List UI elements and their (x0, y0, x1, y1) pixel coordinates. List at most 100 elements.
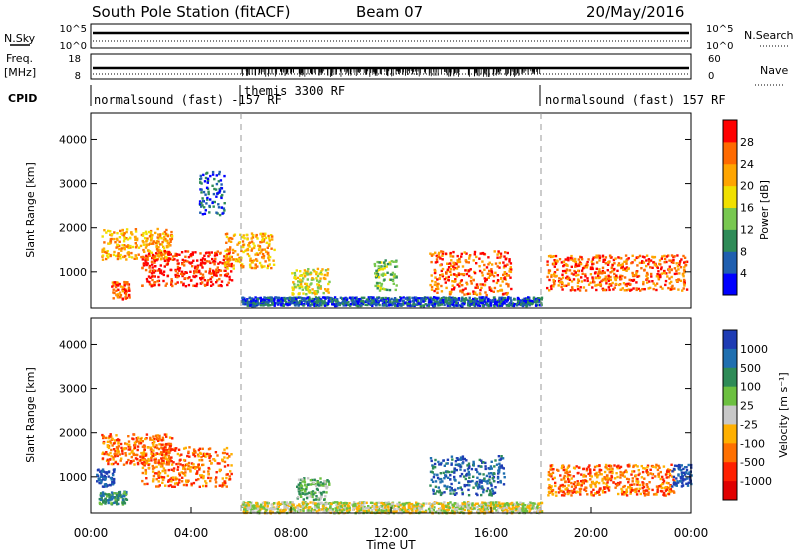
echo-cell (125, 442, 129, 446)
echo-cell (108, 435, 111, 438)
echo-cell (321, 296, 325, 299)
echo-cell (642, 280, 645, 284)
echo-cell (551, 255, 554, 258)
echo-cell (677, 268, 680, 271)
echo-cell (393, 510, 397, 513)
echo-cell (204, 453, 207, 456)
echo-cell (485, 278, 488, 281)
echo-cell (259, 232, 263, 236)
echo-cell (103, 452, 106, 456)
echo-cell (146, 280, 149, 283)
echo-cell (109, 483, 112, 487)
echo-cell (341, 300, 345, 303)
echo-cell (113, 282, 116, 285)
echo-cell (162, 448, 165, 451)
echo-cell (192, 284, 195, 287)
echo-cell (540, 298, 543, 301)
beam-label: Beam 07 (356, 3, 423, 21)
echo-cell (464, 504, 467, 508)
echo-cell (183, 264, 186, 267)
echo-cell (101, 452, 104, 455)
echo-cell (338, 303, 342, 307)
echo-cell (498, 261, 501, 265)
echo-cell (646, 281, 649, 284)
echo-cell (124, 454, 128, 457)
echo-cell (122, 240, 126, 243)
echo-cell (263, 234, 266, 237)
echo-cell (287, 301, 291, 305)
echo-cell (305, 503, 309, 506)
echo-cell (620, 277, 623, 281)
echo-cell (178, 478, 181, 481)
echo-cell (155, 259, 158, 262)
echo-cell (104, 500, 108, 503)
echo-cell (386, 271, 389, 274)
echo-cell (251, 236, 255, 239)
echo-cell (468, 269, 471, 272)
echo-cell (101, 235, 104, 238)
echo-cell (439, 264, 442, 267)
echo-cell (653, 255, 657, 259)
echo-cell (214, 481, 218, 484)
echo-cell (171, 258, 174, 261)
echo-cell (432, 253, 435, 256)
echo-cell (150, 260, 154, 263)
echo-cell (447, 502, 450, 506)
echo-cell (480, 301, 483, 305)
echo-cell (177, 462, 181, 465)
echo-cell (259, 304, 263, 307)
echo-cell (448, 506, 451, 509)
echo-cell (331, 509, 334, 513)
echo-cell (307, 268, 310, 271)
echo-cell (100, 503, 103, 506)
echo-cell (174, 275, 178, 278)
echo-cell (195, 472, 199, 475)
echo-cell (316, 289, 319, 293)
echo-cell (150, 285, 153, 288)
echo-cell (465, 272, 469, 276)
echo-cell (218, 170, 221, 174)
echo-cell (678, 261, 681, 265)
echo-cell (104, 477, 107, 480)
echo-cell (574, 257, 577, 261)
echo-cell (102, 494, 105, 497)
echo-cell (295, 296, 299, 299)
echo-cell (336, 501, 339, 504)
echo-cell (451, 280, 454, 283)
echo-cell (467, 301, 471, 305)
echo-cell (670, 275, 673, 279)
echo-cell (199, 174, 202, 178)
echo-cell (389, 278, 393, 281)
echo-cell (293, 283, 296, 286)
echo-cell (203, 206, 206, 209)
echo-cell (463, 251, 466, 254)
echo-cell (174, 273, 177, 277)
echo-cell (184, 468, 187, 471)
echo-cell (673, 287, 676, 290)
echo-cell (395, 260, 398, 263)
echo-cell (268, 255, 272, 259)
echo-cell (663, 257, 667, 261)
echo-cell (619, 275, 622, 279)
echo-cell (109, 433, 112, 436)
echo-cell (102, 442, 106, 445)
echo-cell (111, 492, 115, 495)
echo-cell (493, 250, 496, 253)
echo-cell (98, 501, 102, 504)
echo-cell (392, 508, 396, 511)
echo-cell (386, 297, 389, 300)
echo-cell (341, 302, 345, 305)
echo-cell (147, 459, 150, 462)
echo-cell (271, 301, 274, 305)
echo-cell (666, 275, 669, 278)
echo-cell (178, 481, 181, 484)
echo-cell (352, 501, 356, 504)
echo-cell (487, 299, 490, 302)
noise-panel: N.Sky 10^5 10^0 10^5 10^0 N.Search (4, 23, 794, 52)
echo-cell (234, 259, 238, 263)
echo-cell (317, 300, 321, 304)
echo-cell (447, 508, 450, 511)
echo-cell (401, 299, 405, 302)
echo-cell (256, 253, 260, 256)
echo-cell (171, 478, 175, 481)
